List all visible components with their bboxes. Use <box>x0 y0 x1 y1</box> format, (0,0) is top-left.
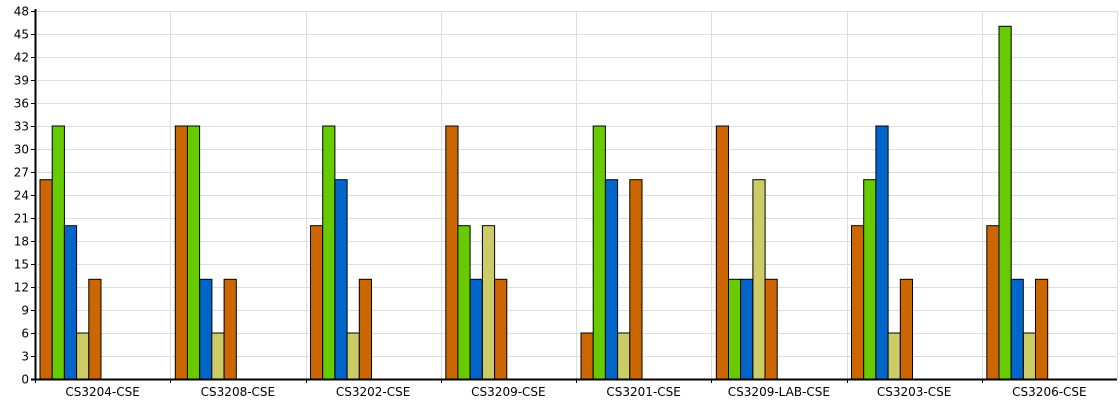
bar-CS3206-CSE-series-2 <box>998 25 1012 380</box>
bar-CS3208-CSE-series-3 <box>199 278 213 380</box>
bar-CS3208-CSE-series-4 <box>211 332 225 380</box>
y-tick-label-12: 12 <box>14 281 29 295</box>
y-tick-label-0: 0 <box>21 373 29 387</box>
bar-CS3202-CSE-series-5 <box>358 278 372 380</box>
bar-CS3206-CSE-series-3 <box>1010 278 1024 380</box>
bar-CS3202-CSE-series-1 <box>310 225 324 380</box>
bar-CS3209-LAB-CSE-series-2 <box>728 278 742 380</box>
bar-CS3209-CSE-series-5 <box>494 278 508 380</box>
bar-CS3202-CSE-series-3 <box>334 179 348 380</box>
y-tick-label-36: 36 <box>14 97 29 111</box>
bar-CS3209-CSE-series-4 <box>481 225 496 380</box>
y-tick-label-27: 27 <box>14 166 29 180</box>
axes-group <box>31 9 1117 381</box>
bar-CS3203-CSE-series-3 <box>875 125 889 380</box>
y-tick-label-48: 48 <box>14 5 29 19</box>
x-tick-label-CS3208-CSE: CS3208-CSE <box>201 385 275 399</box>
y-tick-label-30: 30 <box>14 143 29 157</box>
bar-CS3206-CSE-series-1 <box>986 225 1000 380</box>
grid-lines <box>35 11 1118 379</box>
y-tick-label-24: 24 <box>14 189 29 203</box>
y-tick-label-42: 42 <box>14 51 29 65</box>
bar-CS3206-CSE-series-4 <box>1022 332 1037 380</box>
bar-CS3206-CSE-series-5 <box>1035 278 1049 380</box>
x-tick-label-CS3201-CSE: CS3201-CSE <box>606 385 680 399</box>
y-tick-label-21: 21 <box>14 212 29 226</box>
bar-CS3203-CSE-series-5 <box>899 278 913 380</box>
bar-CS3208-CSE-series-1 <box>174 125 189 380</box>
y-tick-label-3: 3 <box>21 350 29 364</box>
bar-CS3201-CSE-series-2 <box>592 125 606 380</box>
bar-CS3209-LAB-CSE-series-5 <box>764 278 778 380</box>
bar-CS3204-CSE-series-3 <box>63 225 78 380</box>
x-tick-label-CS3202-CSE: CS3202-CSE <box>336 385 410 399</box>
bar-CS3202-CSE-series-2 <box>322 125 336 380</box>
x-tick-label-CS3203-CSE: CS3203-CSE <box>877 385 951 399</box>
x-tick-label-CS3204-CSE: CS3204-CSE <box>65 385 139 399</box>
x-tick-label-CS3209-CSE: CS3209-CSE <box>471 385 545 399</box>
bar-CS3204-CSE-series-5 <box>88 278 102 380</box>
bar-CS3203-CSE-series-4 <box>887 332 901 380</box>
bar-CS3201-CSE-series-5 <box>629 179 643 380</box>
bar-CS3202-CSE-series-4 <box>346 332 360 380</box>
y-tick-label-15: 15 <box>14 258 29 272</box>
bar-CS3209-CSE-series-3 <box>469 278 483 380</box>
bar-CS3208-CSE-series-2 <box>186 125 201 380</box>
y-tick-label-33: 33 <box>14 120 29 134</box>
y-tick-label-39: 39 <box>14 74 29 88</box>
y-tick-label-6: 6 <box>21 327 29 341</box>
y-tick-label-18: 18 <box>14 235 29 249</box>
x-axis-labels: CS3204-CSE CS3208-CSE CS3202-CSE CS3209-CSE… <box>35 379 1087 399</box>
bar-CS3209-LAB-CSE-series-1 <box>715 125 729 380</box>
bar-CS3204-CSE-series-1 <box>39 179 53 380</box>
bar-CS3204-CSE-series-4 <box>76 332 90 380</box>
bar-CS3201-CSE-series-4 <box>617 332 631 380</box>
bar-CS3208-CSE-series-5 <box>223 278 237 380</box>
y-tick-label-9: 9 <box>21 304 29 318</box>
bar-CS3201-CSE-series-1 <box>580 332 594 380</box>
bar-CS3209-CSE-series-2 <box>457 225 471 380</box>
x-tick-label-CS3206-CSE: CS3206-CSE <box>1012 385 1086 399</box>
bar-CS3209-LAB-CSE-series-4 <box>752 179 766 380</box>
bar-CS3209-LAB-CSE-series-3 <box>740 278 754 380</box>
bar-CS3203-CSE-series-2 <box>863 179 877 380</box>
bar-CS3204-CSE-series-2 <box>51 125 65 380</box>
x-tick-label-CS3209-LAB-CSE: CS3209-LAB-CSE <box>728 385 830 399</box>
bar-CS3201-CSE-series-3 <box>604 179 619 380</box>
bar-CS3209-CSE-series-1 <box>445 125 459 380</box>
bars-group <box>39 25 1049 380</box>
bar-CS3203-CSE-series-1 <box>851 225 865 380</box>
y-tick-label-45: 45 <box>14 28 29 42</box>
